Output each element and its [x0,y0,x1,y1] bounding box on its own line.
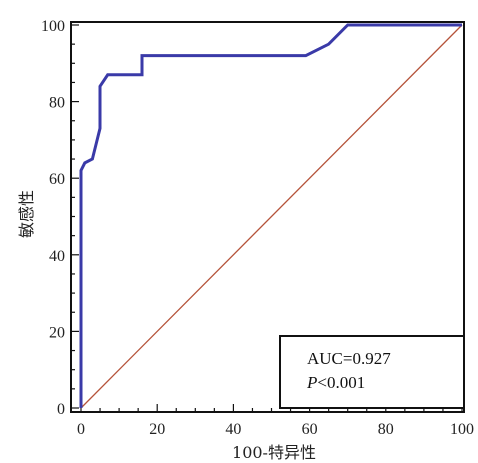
x-axis-title: 100-特异性 [232,443,316,462]
x-axis-ticks: 0 20 40 60 80 100 [77,404,474,438]
y-axis-title: 敏感性 [17,190,36,238]
x-tick-label: 20 [149,421,165,438]
y-tick-label: 20 [49,324,65,341]
y-axis-ticks: 0 20 40 60 80 100 [41,18,79,418]
x-tick-label: 0 [77,421,85,438]
x-tick-label: 80 [378,421,394,438]
p-threshold: <0.001 [317,373,365,392]
auc-value-label: AUC=0.927 [307,349,391,368]
y-tick-label: 80 [49,95,65,112]
annotation-box [279,335,465,409]
reference-diagonal-line [80,24,463,409]
p-value-label: P<0.001 [306,373,365,392]
p-symbol: P [306,373,317,392]
x-tick-label: 60 [302,421,318,438]
series-layer [79,23,463,409]
y-tick-label: 0 [57,401,65,418]
roc-curve-line [79,23,462,408]
y-tick-label: 40 [49,248,65,265]
y-tick-label: 100 [41,18,65,35]
x-tick-label: 40 [225,421,241,438]
x-tick-label: 100 [450,421,474,438]
y-tick-label: 60 [49,171,65,188]
auc-annotation: AUC=0.927 P<0.001 [279,335,465,409]
